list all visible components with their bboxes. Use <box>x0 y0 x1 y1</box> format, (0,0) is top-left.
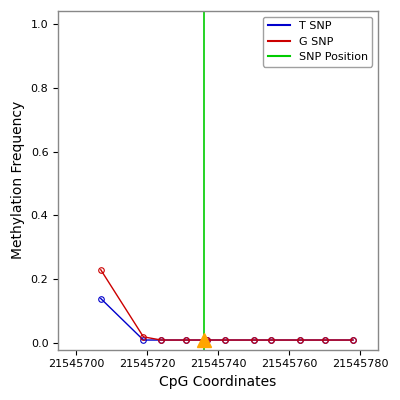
Y-axis label: Methylation Frequency: Methylation Frequency <box>11 101 25 260</box>
Legend: T SNP, G SNP, SNP Position: T SNP, G SNP, SNP Position <box>263 17 372 67</box>
X-axis label: CpG Coordinates: CpG Coordinates <box>159 375 277 389</box>
